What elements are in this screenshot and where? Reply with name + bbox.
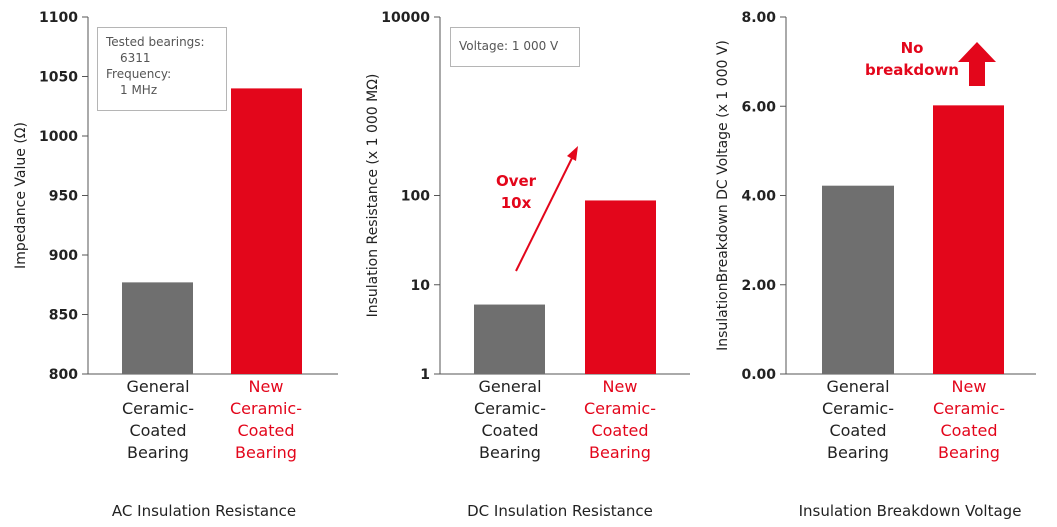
- dc-chart-title: DC Insulation Resistance: [467, 502, 653, 520]
- y-tick-label: 1050: [39, 70, 78, 86]
- category-label-general: General Ceramic- Coated Bearing: [122, 377, 194, 462]
- category-label-line: Coated: [237, 421, 294, 440]
- y-tick-label: 1100: [39, 10, 78, 26]
- category-label-line: Coated: [940, 421, 997, 440]
- y-tick-label: 800: [49, 367, 78, 383]
- bar-general: [822, 185, 894, 374]
- chart-panel-breakdown: 0.00 2.00 4.00 6.00 8.00 InsulationBreakdown …: [704, 0, 1057, 527]
- category-label-line: Bearing: [938, 443, 1000, 462]
- y-tick-label: 10: [411, 278, 431, 294]
- y-tick-label: 1000: [39, 129, 78, 145]
- note-line: 1 MHz: [120, 83, 158, 97]
- category-label-line: General: [826, 377, 889, 396]
- y-tick-label: 850: [49, 308, 78, 324]
- category-label-line: Bearing: [235, 443, 297, 462]
- note-line: Voltage: 1 000 V: [459, 39, 559, 53]
- category-label-line: General: [126, 377, 189, 396]
- bar-general: [122, 282, 193, 374]
- category-label-line: Ceramic-: [822, 399, 894, 418]
- category-label-line: Ceramic-: [230, 399, 302, 418]
- y-axis-label: InsulationBreakdown DC Voltage (x 1 000 …: [715, 40, 731, 351]
- category-label-general: General Ceramic- Coated Bearing: [822, 377, 894, 462]
- category-label-line: New: [603, 377, 638, 396]
- y-tick-label: 950: [49, 189, 78, 205]
- increase-arrow-line: [515, 153, 575, 272]
- dc-note-box: Voltage: 1 000 V: [450, 27, 580, 67]
- chart-panel-dc: 1 10 100 10000 Insulation Resistance (x 1 00…: [352, 0, 704, 527]
- y-tick-label: 4.00: [741, 189, 776, 205]
- category-label-line: New: [952, 377, 987, 396]
- chart-panel-ac: 800 850 900 950 1000 1050 1100 Impedance Value …: [0, 0, 352, 527]
- category-label-new: New Ceramic- Coated Bearing: [933, 377, 1005, 462]
- category-label-line: Bearing: [827, 443, 889, 462]
- note-line: Tested bearings:: [106, 35, 205, 49]
- category-label-line: Bearing: [479, 443, 541, 462]
- annotation-line: 10x: [501, 194, 532, 212]
- dc-chart-svg: 1 10 100 10000 Insulation Resistance (x 1 00…: [365, 10, 690, 462]
- increase-arrow-head: [567, 146, 578, 161]
- category-label-line: Ceramic-: [474, 399, 546, 418]
- bar-new: [933, 105, 1004, 375]
- annotation-line: Over: [496, 172, 537, 190]
- note-line: 6311: [120, 51, 151, 65]
- y-tick-label: 1: [420, 367, 430, 383]
- y-tick-label: 8.00: [741, 10, 776, 26]
- category-label-general: General Ceramic- Coated Bearing: [474, 377, 546, 462]
- category-label-line: Coated: [481, 421, 538, 440]
- y-tick-label: 6.00: [741, 99, 776, 115]
- y-axis-label: Insulation Resistance (x 1 000 MΩ): [365, 74, 381, 318]
- breakdown-chart-svg: 0.00 2.00 4.00 6.00 8.00 InsulationBreakdown …: [715, 10, 1036, 462]
- ac-chart-title: AC Insulation Resistance: [111, 502, 297, 520]
- category-label-line: Ceramic-: [584, 399, 656, 418]
- annotation-line: breakdown: [865, 61, 959, 79]
- ac-chart-svg: 800 850 900 950 1000 1050 1100 Impedance Value …: [13, 10, 338, 462]
- category-label-line: Ceramic-: [933, 399, 1005, 418]
- up-arrow-icon: [958, 42, 996, 86]
- y-axis-label: Impedance Value (Ω): [13, 122, 29, 269]
- y-tick-label: 10000: [381, 10, 430, 26]
- ac-note-box: Tested bearings: 6311 Frequency: 1 MHz: [97, 27, 227, 111]
- bar-general: [474, 304, 545, 374]
- y-tick-label: 0.00: [741, 367, 776, 383]
- annotation-line: No: [901, 39, 924, 57]
- category-label-line: Bearing: [127, 443, 189, 462]
- breakdown-chart-title: Insulation Breakdown Voltage: [798, 502, 1022, 520]
- category-label-line: Bearing: [589, 443, 651, 462]
- annotation-no-breakdown: No breakdown: [865, 39, 959, 79]
- y-tick-label: 2.00: [741, 278, 776, 294]
- category-label-line: Coated: [129, 421, 186, 440]
- category-label-line: Coated: [829, 421, 886, 440]
- category-label-line: General: [478, 377, 541, 396]
- category-label-line: Coated: [591, 421, 648, 440]
- bar-new: [231, 88, 302, 375]
- note-line: Frequency:: [106, 67, 172, 81]
- y-tick-label: 900: [49, 248, 78, 264]
- y-tick-label: 100: [401, 189, 430, 205]
- bar-new: [585, 200, 656, 374]
- category-label-line: Ceramic-: [122, 399, 194, 418]
- category-label-line: New: [249, 377, 284, 396]
- annotation-over-10x: Over 10x: [496, 172, 537, 212]
- category-label-new: New Ceramic- Coated Bearing: [230, 377, 302, 462]
- category-label-new: New Ceramic- Coated Bearing: [584, 377, 656, 462]
